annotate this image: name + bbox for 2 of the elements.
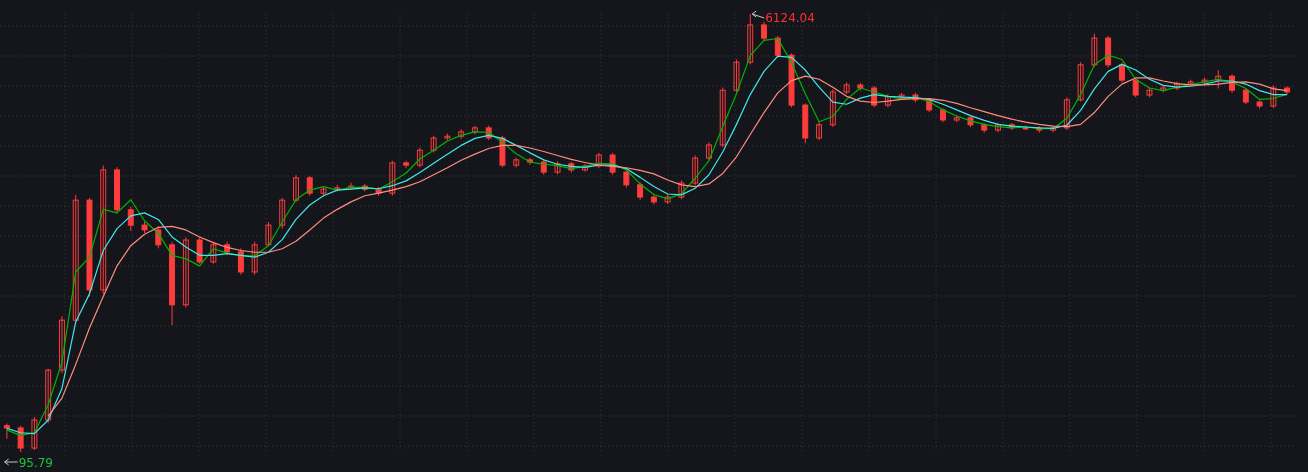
- annotation: 6124.04: [765, 11, 815, 25]
- text: 95.79: [18, 456, 54, 470]
